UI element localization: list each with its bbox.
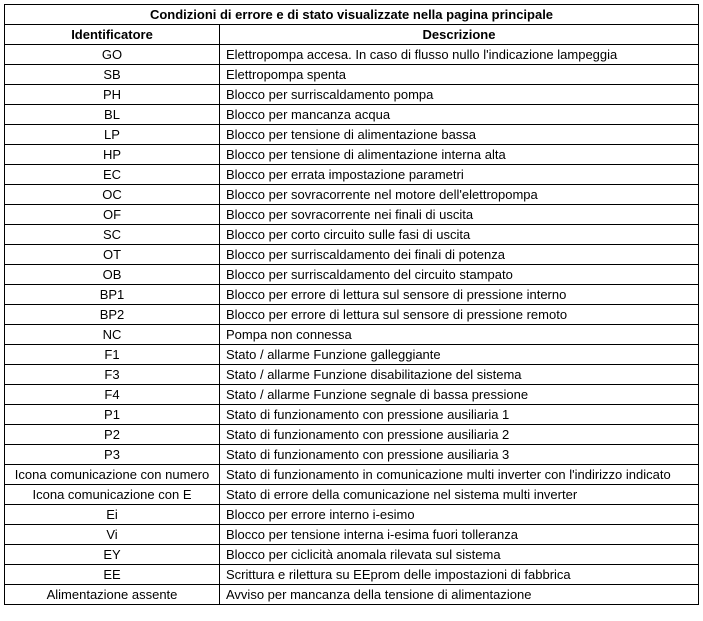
status-table: Condizioni di errore e di stato visualiz…	[4, 4, 699, 605]
cell-description: Blocco per mancanza acqua	[220, 105, 699, 125]
table-row: ViBlocco per tensione interna i-esima fu…	[5, 525, 699, 545]
cell-identifier: HP	[5, 145, 220, 165]
cell-description: Blocco per errata impostazione parametri	[220, 165, 699, 185]
table-row: P2Stato di funzionamento con pressione a…	[5, 425, 699, 445]
cell-identifier: Vi	[5, 525, 220, 545]
table-row: ECBlocco per errata impostazione paramet…	[5, 165, 699, 185]
cell-identifier: F3	[5, 365, 220, 385]
cell-identifier: OF	[5, 205, 220, 225]
cell-description: Stato / allarme Funzione galleggiante	[220, 345, 699, 365]
table-row: SBElettropompa spenta	[5, 65, 699, 85]
cell-description: Blocco per corto circuito sulle fasi di …	[220, 225, 699, 245]
table-title: Condizioni di errore e di stato visualiz…	[5, 5, 699, 25]
table-row: Alimentazione assenteAvviso per mancanza…	[5, 585, 699, 605]
table-row: OCBlocco per sovracorrente nel motore de…	[5, 185, 699, 205]
cell-identifier: EC	[5, 165, 220, 185]
cell-identifier: LP	[5, 125, 220, 145]
cell-identifier: EY	[5, 545, 220, 565]
cell-identifier: Ei	[5, 505, 220, 525]
cell-identifier: SB	[5, 65, 220, 85]
cell-identifier: Icona comunicazione con E	[5, 485, 220, 505]
table-row: BP1Blocco per errore di lettura sul sens…	[5, 285, 699, 305]
cell-identifier: SC	[5, 225, 220, 245]
table-row: Icona comunicazione con EStato di errore…	[5, 485, 699, 505]
cell-description: Blocco per errore di lettura sul sensore…	[220, 305, 699, 325]
table-row: F1Stato / allarme Funzione galleggiante	[5, 345, 699, 365]
cell-identifier: P1	[5, 405, 220, 425]
cell-identifier: BP2	[5, 305, 220, 325]
cell-description: Blocco per errore interno i-esimo	[220, 505, 699, 525]
col-header-id: Identificatore	[5, 25, 220, 45]
cell-identifier: OT	[5, 245, 220, 265]
cell-description: Stato di funzionamento con pressione aus…	[220, 445, 699, 465]
cell-description: Elettropompa accesa. In caso di flusso n…	[220, 45, 699, 65]
table-row: LPBlocco per tensione di alimentazione b…	[5, 125, 699, 145]
table-row: EYBlocco per ciclicità anomala rilevata …	[5, 545, 699, 565]
cell-description: Blocco per tensione di alimentazione bas…	[220, 125, 699, 145]
cell-description: Stato di funzionamento con pressione aus…	[220, 405, 699, 425]
cell-identifier: PH	[5, 85, 220, 105]
cell-identifier: NC	[5, 325, 220, 345]
cell-identifier: P3	[5, 445, 220, 465]
cell-description: Pompa non connessa	[220, 325, 699, 345]
cell-description: Blocco per errore di lettura sul sensore…	[220, 285, 699, 305]
cell-description: Blocco per tensione di alimentazione int…	[220, 145, 699, 165]
cell-description: Blocco per surriscaldamento pompa	[220, 85, 699, 105]
cell-description: Blocco per surriscaldamento dei finali d…	[220, 245, 699, 265]
col-header-desc: Descrizione	[220, 25, 699, 45]
table-row: OFBlocco per sovracorrente nei finali di…	[5, 205, 699, 225]
cell-identifier: Alimentazione assente	[5, 585, 220, 605]
cell-description: Scrittura e rilettura su EEprom delle im…	[220, 565, 699, 585]
table-row: Icona comunicazione con numeroStato di f…	[5, 465, 699, 485]
table-body: GOElettropompa accesa. In caso di flusso…	[5, 45, 699, 605]
table-row: P1Stato di funzionamento con pressione a…	[5, 405, 699, 425]
table-row: BP2Blocco per errore di lettura sul sens…	[5, 305, 699, 325]
cell-description: Stato di errore della comunicazione nel …	[220, 485, 699, 505]
table-row: PHBlocco per surriscaldamento pompa	[5, 85, 699, 105]
cell-identifier: Icona comunicazione con numero	[5, 465, 220, 485]
cell-identifier: P2	[5, 425, 220, 445]
cell-identifier: EE	[5, 565, 220, 585]
cell-description: Stato / allarme Funzione segnale di bass…	[220, 385, 699, 405]
table-row: F3Stato / allarme Funzione disabilitazio…	[5, 365, 699, 385]
cell-identifier: F1	[5, 345, 220, 365]
table-row: BLBlocco per mancanza acqua	[5, 105, 699, 125]
cell-description: Blocco per surriscaldamento del circuito…	[220, 265, 699, 285]
table-row: F4Stato / allarme Funzione segnale di ba…	[5, 385, 699, 405]
table-row: OBBlocco per surriscaldamento del circui…	[5, 265, 699, 285]
table-row: NCPompa non connessa	[5, 325, 699, 345]
cell-description: Blocco per sovracorrente nel motore dell…	[220, 185, 699, 205]
cell-description: Stato di funzionamento in comunicazione …	[220, 465, 699, 485]
cell-description: Stato / allarme Funzione disabilitazione…	[220, 365, 699, 385]
table-row: EiBlocco per errore interno i-esimo	[5, 505, 699, 525]
cell-description: Blocco per tensione interna i-esima fuor…	[220, 525, 699, 545]
cell-identifier: BL	[5, 105, 220, 125]
cell-description: Stato di funzionamento con pressione aus…	[220, 425, 699, 445]
cell-identifier: OC	[5, 185, 220, 205]
cell-description: Blocco per ciclicità anomala rilevata su…	[220, 545, 699, 565]
cell-description: Avviso per mancanza della tensione di al…	[220, 585, 699, 605]
table-row: SCBlocco per corto circuito sulle fasi d…	[5, 225, 699, 245]
table-row: HPBlocco per tensione di alimentazione i…	[5, 145, 699, 165]
table-row: EEScrittura e rilettura su EEprom delle …	[5, 565, 699, 585]
cell-identifier: BP1	[5, 285, 220, 305]
table-row: P3Stato di funzionamento con pressione a…	[5, 445, 699, 465]
table-row: OTBlocco per surriscaldamento dei finali…	[5, 245, 699, 265]
table-row: GOElettropompa accesa. In caso di flusso…	[5, 45, 699, 65]
cell-identifier: OB	[5, 265, 220, 285]
cell-description: Elettropompa spenta	[220, 65, 699, 85]
cell-description: Blocco per sovracorrente nei finali di u…	[220, 205, 699, 225]
cell-identifier: GO	[5, 45, 220, 65]
cell-identifier: F4	[5, 385, 220, 405]
